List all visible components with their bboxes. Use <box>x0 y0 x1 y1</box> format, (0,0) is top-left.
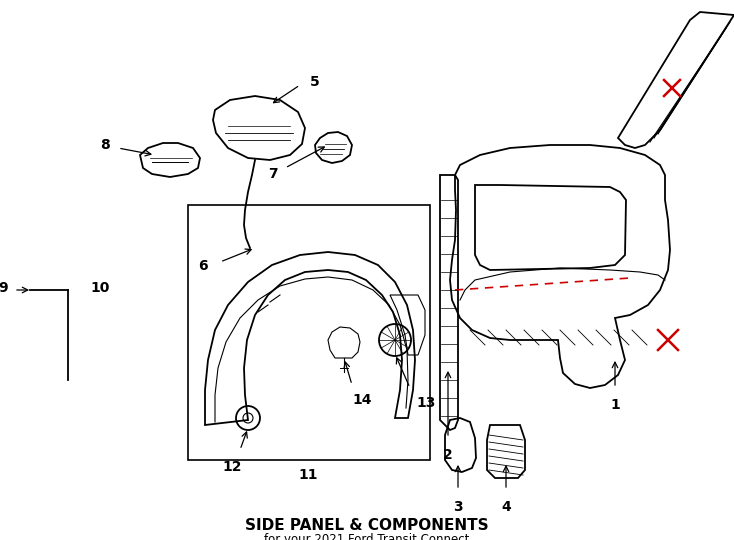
Text: 7: 7 <box>269 167 278 181</box>
Bar <box>188 205 430 460</box>
Text: 13: 13 <box>416 396 435 410</box>
Text: 6: 6 <box>198 259 208 273</box>
Text: 5: 5 <box>310 75 320 89</box>
Text: 11: 11 <box>298 468 318 482</box>
Text: for your 2021 Ford Transit Connect: for your 2021 Ford Transit Connect <box>264 534 470 540</box>
Text: 9: 9 <box>0 281 8 295</box>
Text: 12: 12 <box>222 460 241 474</box>
Text: 14: 14 <box>352 393 371 407</box>
Text: 3: 3 <box>453 500 463 514</box>
Text: 4: 4 <box>501 500 511 514</box>
Text: 1: 1 <box>610 398 620 412</box>
Text: 10: 10 <box>90 281 109 295</box>
Text: 8: 8 <box>101 138 110 152</box>
Text: 2: 2 <box>443 448 453 462</box>
Text: SIDE PANEL & COMPONENTS: SIDE PANEL & COMPONENTS <box>245 517 489 532</box>
